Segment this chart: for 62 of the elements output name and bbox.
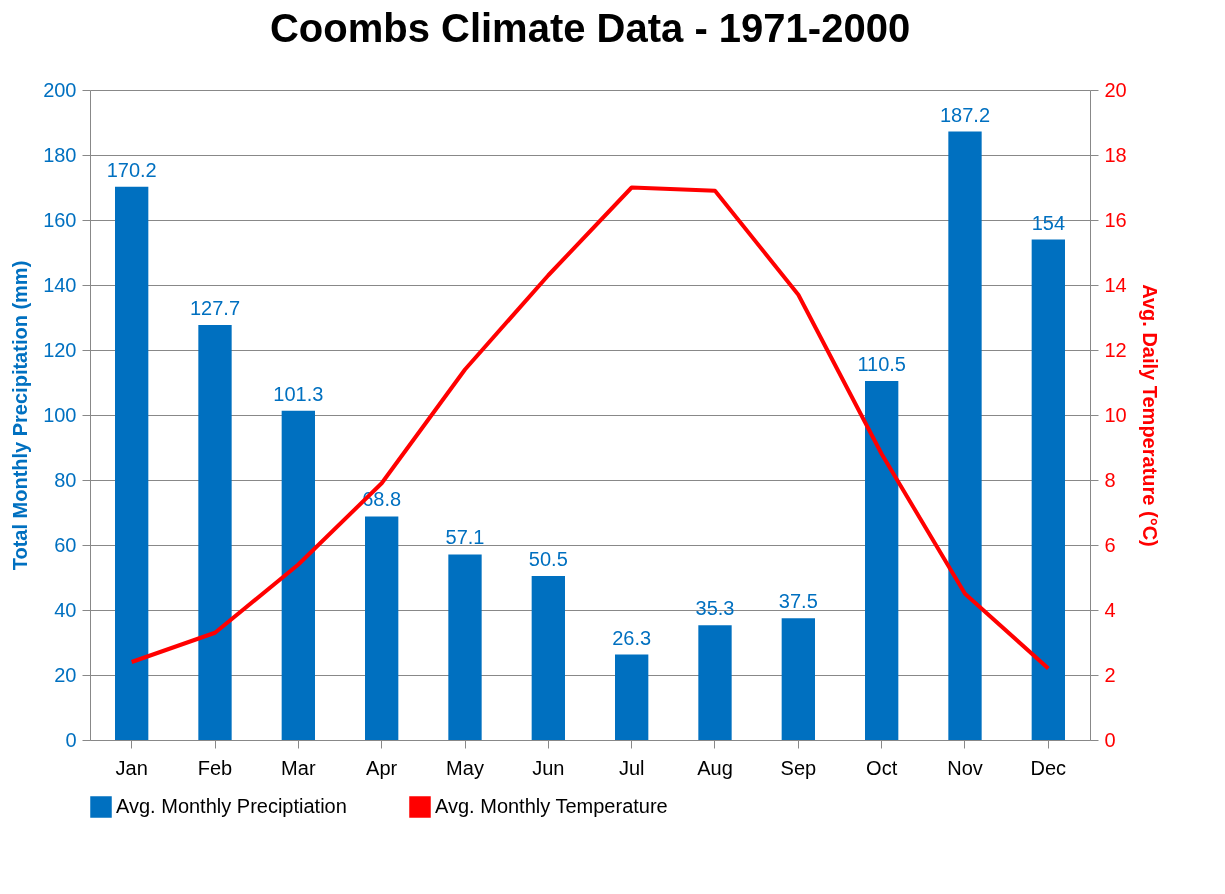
bar: [531, 575, 565, 740]
y2-tick-label: 16: [1104, 208, 1127, 231]
x-tick-label: Aug: [697, 756, 733, 779]
y-tick-label: 120: [43, 338, 77, 361]
x-tick-label: May: [446, 756, 484, 779]
y2-tick-label: 10: [1104, 403, 1127, 426]
x-tick-label: Feb: [197, 756, 233, 779]
y2-tick-label: 18: [1104, 143, 1127, 166]
data-label: 127.7: [189, 296, 241, 319]
y2-tick-label: 0: [1104, 728, 1116, 751]
x-tick-label: Oct: [866, 756, 898, 779]
bar: [365, 516, 399, 740]
bar: [281, 410, 315, 740]
data-label: 170.2: [106, 158, 157, 181]
data-label: 26.3: [612, 626, 652, 649]
bar: [781, 618, 815, 740]
data-label: 57.1: [445, 526, 485, 549]
y-tick-label: 200: [43, 78, 77, 101]
x-tick-label: Jan: [115, 756, 148, 779]
y2-tick-label: 14: [1104, 273, 1127, 296]
y-tick-label: 180: [43, 143, 77, 166]
y2-tick-label: 12: [1104, 338, 1127, 361]
y2-axis-title: Avg. Daily Temperature (°C): [1138, 284, 1161, 547]
y2-tick-label: 4: [1104, 598, 1116, 621]
y-tick-label: 100: [43, 403, 77, 426]
bar: [448, 554, 482, 740]
x-tick-label: Dec: [1030, 756, 1067, 779]
data-label: 50.5: [528, 547, 568, 570]
x-tick-label: Apr: [366, 756, 398, 779]
y-tick-label: 160: [43, 208, 77, 231]
bar: [615, 654, 649, 740]
y-tick-label: 80: [54, 468, 77, 491]
y-axis-title: Total Monthly Precipitation (mm): [9, 260, 32, 571]
y2-tick-label: 8: [1104, 468, 1116, 491]
bar: [198, 324, 232, 740]
data-label: 101.3: [273, 382, 324, 405]
y-tick-label: 140: [43, 273, 77, 296]
y2-tick-label: 2: [1104, 663, 1116, 686]
data-label: 187.2: [939, 103, 991, 126]
legend-label: Avg. Monthly Preciptiation: [116, 795, 347, 817]
bar: [698, 625, 732, 740]
x-tick-label: Mar: [281, 756, 316, 779]
data-label: 110.5: [857, 352, 906, 375]
y-tick-label: 0: [65, 728, 77, 751]
x-tick-label: Sep: [780, 756, 817, 779]
data-label: 35.3: [695, 597, 735, 620]
y2-tick-label: 6: [1104, 533, 1116, 556]
data-label: 154: [1031, 211, 1066, 234]
y-tick-label: 60: [54, 533, 77, 556]
y-tick-label: 20: [54, 663, 77, 686]
data-label: 37.5: [778, 590, 818, 613]
x-tick-label: Nov: [947, 756, 983, 779]
y2-tick-label: 20: [1104, 78, 1127, 101]
x-tick-label: Jun: [532, 756, 565, 779]
bar: [865, 380, 899, 740]
legend-label: Avg. Monthly Temperature: [435, 795, 668, 817]
bar: [115, 186, 149, 740]
bar: [948, 131, 982, 740]
x-tick-label: Jul: [618, 756, 645, 779]
y-tick-label: 40: [54, 598, 77, 621]
chart-title: Coombs Climate Data - 1971-2000: [269, 6, 911, 50]
bar: [1031, 239, 1065, 740]
